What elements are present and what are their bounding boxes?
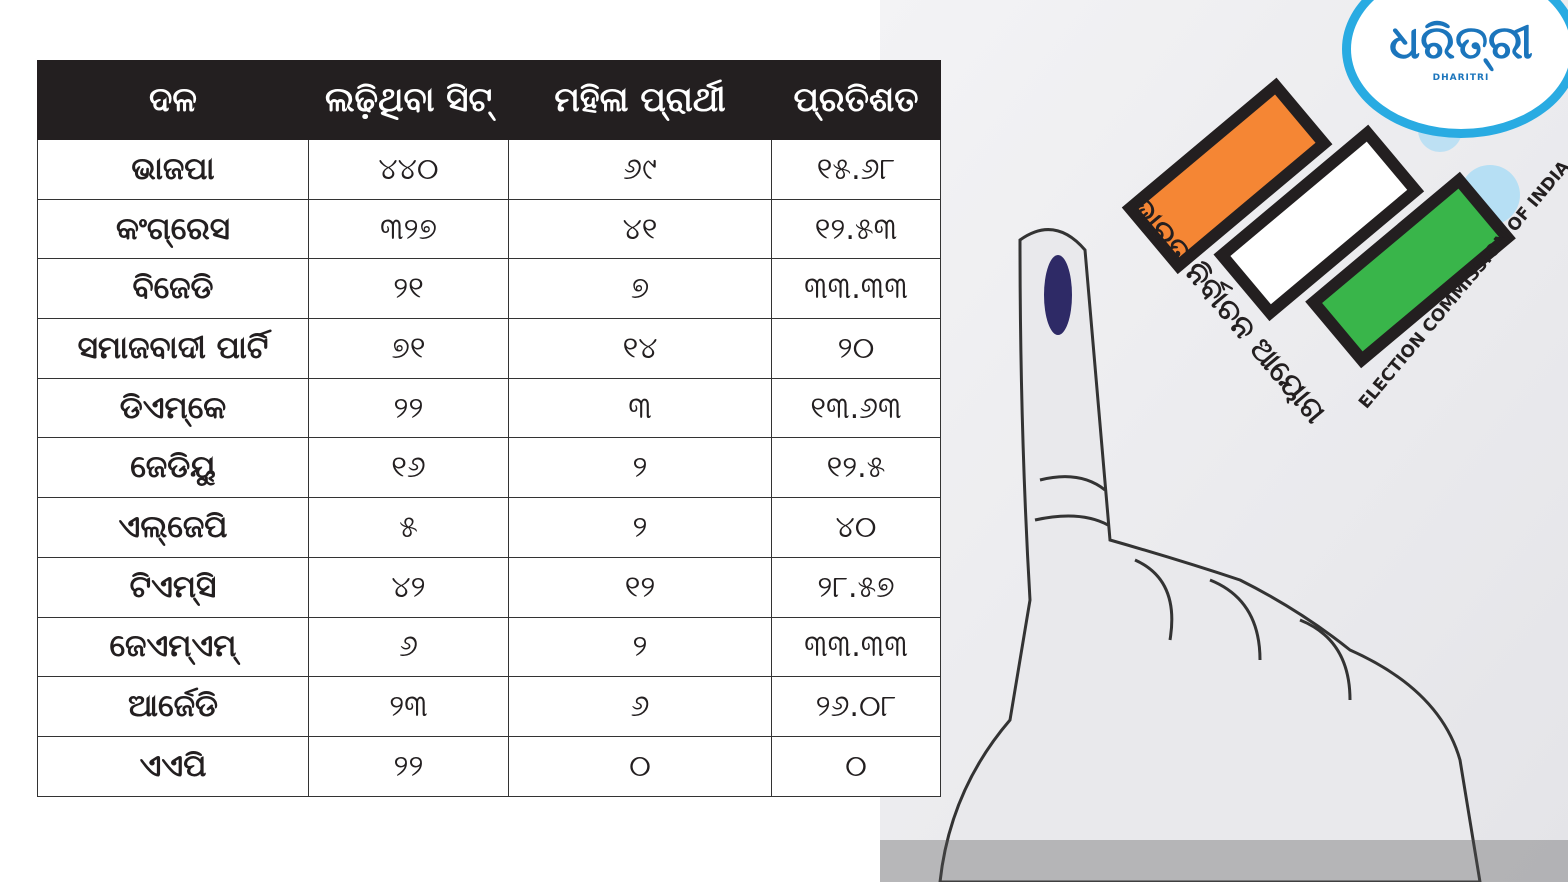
cell-percent: ୨୦ — [771, 318, 941, 379]
cell-women: ୨ — [508, 616, 772, 678]
cell-women: ୬ — [508, 676, 772, 737]
cell-percent: ୩୩.୩୩ — [771, 258, 941, 320]
table-row: ସମାଜବାଦୀ ପାର୍ଟି ୭୧ ୧୪ ୨୦ — [37, 318, 941, 379]
cell-seats: ୪୪୦ — [308, 139, 509, 200]
table-row: ଟିଏମ୍ସି ୪୨ ୧୨ ୨୮.୫୭ — [37, 556, 941, 618]
cell-party: ଟିଏମ୍ସି — [37, 556, 309, 618]
cell-seats: ୨୨ — [308, 735, 509, 797]
election-illustration — [880, 0, 1568, 882]
cell-party: ଜେଡିୟୁ — [37, 437, 309, 499]
cell-party: ଭାଜପା — [37, 139, 309, 200]
cell-seats: ୨୨ — [308, 377, 509, 439]
table-row: ଜେଡିୟୁ ୧୬ ୨ ୧୨.୫ — [37, 437, 941, 499]
cell-women: ୪୧ — [508, 198, 772, 260]
cell-party: ବିଜେଡି — [37, 258, 309, 320]
cell-seats: ୨୩ — [308, 676, 509, 737]
cell-women: ୬୯ — [508, 139, 772, 200]
cell-party: ଏଏପି — [37, 735, 309, 797]
table-row: ବିଜେଡି ୨୧ ୭ ୩୩.୩୩ — [37, 258, 941, 320]
logo-sub: DHARITRI — [1432, 73, 1490, 83]
header-party: ଦଳ — [37, 60, 309, 140]
cell-women: ୨ — [508, 437, 772, 499]
cell-seats: ୬ — [308, 616, 509, 678]
dharitri-logo: ଧରିତ୍ରୀ DHARITRI — [1342, 0, 1568, 138]
table-row: ଆର୍ଜେଡି ୨୩ ୬ ୨୬.୦୮ — [37, 676, 941, 737]
table-row: ଭାଜପା ୪୪୦ ୬୯ ୧୫.୬୮ — [37, 139, 941, 200]
cell-percent: ୨୮.୫୭ — [771, 556, 941, 618]
cell-percent: ୧୨.୫ — [771, 437, 941, 499]
cell-women: ୨ — [508, 497, 772, 558]
logo-brand: ଧରିତ୍ରୀ — [1389, 15, 1533, 69]
cell-party: ସମାଜବାଦୀ ପାର୍ଟି — [37, 318, 309, 379]
table-row: ଏଏପି ୨୨ ୦ ୦ — [37, 735, 941, 797]
cell-percent: ୨୬.୦୮ — [771, 676, 941, 737]
cell-percent: ୦ — [771, 735, 941, 797]
header-women-candidates: ମହିଳା ପ୍ରାର୍ଥୀ — [508, 60, 772, 140]
ink-mark — [1044, 255, 1072, 335]
table-row: ଏଲ୍ଜେପି ୫ ୨ ୪୦ — [37, 497, 941, 558]
cell-party: ଡିଏମ୍କେ — [37, 377, 309, 439]
cell-seats: ୩୨୭ — [308, 198, 509, 260]
cell-percent: ୧୫.୬୮ — [771, 139, 941, 200]
cell-party: ଜେଏମ୍ଏମ୍ — [37, 616, 309, 678]
cell-party: କଂଗ୍ରେସ — [37, 198, 309, 260]
cell-seats: ୫ — [308, 497, 509, 558]
cell-party: ଏଲ୍ଜେପି — [37, 497, 309, 558]
cell-seats: ୧୬ — [308, 437, 509, 499]
cell-seats: ୪୨ — [308, 556, 509, 618]
cell-women: ୧୨ — [508, 556, 772, 618]
table-row: ଡିଏମ୍କେ ୨୨ ୩ ୧୩.୬୩ — [37, 377, 941, 439]
cell-percent: ୧୩.୬୩ — [771, 377, 941, 439]
cell-percent: ୩୩.୩୩ — [771, 616, 941, 678]
header-percentage: ପ୍ରତିଶତ — [771, 60, 941, 140]
ec-logo-stripes — [1121, 77, 1516, 369]
women-candidates-table: ଦଳ ଲଢ଼ିଥିବା ସିଟ୍ ମହିଳା ପ୍ରାର୍ଥୀ ପ୍ରତିଶତ … — [37, 60, 941, 797]
finger-sketch — [938, 228, 1482, 882]
table-row: କଂଗ୍ରେସ ୩୨୭ ୪୧ ୧୨.୫୩ — [37, 198, 941, 260]
cell-women: ୭ — [508, 258, 772, 320]
cell-party: ଆର୍ଜେଡି — [37, 676, 309, 737]
cell-women: ୩ — [508, 377, 772, 439]
cell-seats: ୭୧ — [308, 318, 509, 379]
table-row: ଜେଏମ୍ଏମ୍ ୬ ୨ ୩୩.୩୩ — [37, 616, 941, 678]
cell-women: ୧୪ — [508, 318, 772, 379]
cell-seats: ୨୧ — [308, 258, 509, 320]
cell-women: ୦ — [508, 735, 772, 797]
cell-percent: ୧୨.୫୩ — [771, 198, 941, 260]
table-header-row: ଦଳ ଲଢ଼ିଥିବା ସିଟ୍ ମହିଳା ପ୍ରାର୍ଥୀ ପ୍ରତିଶତ — [37, 60, 941, 140]
cell-percent: ୪୦ — [771, 497, 941, 558]
header-seats-contested: ଲଢ଼ିଥିବା ସିଟ୍ — [308, 60, 509, 140]
